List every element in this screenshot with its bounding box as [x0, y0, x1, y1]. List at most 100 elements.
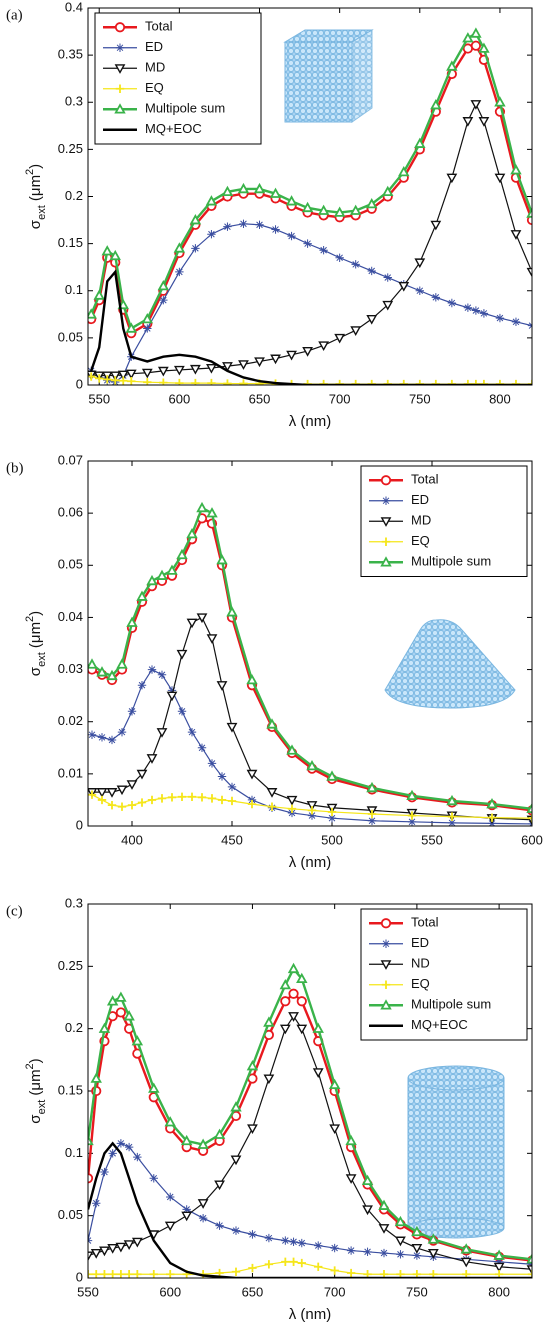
x-tick-label: 450: [221, 832, 243, 847]
marker: [157, 670, 167, 679]
marker: [494, 96, 506, 107]
marker: [114, 22, 126, 33]
legend-label: MQ+EOC: [411, 1017, 468, 1032]
series-line: [90, 223, 532, 383]
marker: [526, 207, 532, 218]
marker: [189, 214, 202, 225]
marker: [166, 564, 178, 575]
marker: [381, 939, 391, 948]
marker: [246, 1060, 259, 1071]
marker: [137, 798, 147, 807]
marker: [147, 665, 157, 674]
marker: [398, 281, 410, 292]
marker: [471, 306, 481, 315]
marker: [286, 795, 298, 806]
marker: [312, 1022, 324, 1033]
marker: [197, 1199, 209, 1209]
legend-label: EQ: [145, 80, 164, 95]
marker: [187, 727, 197, 737]
plot-area: [88, 962, 532, 1278]
marker: [460, 1257, 472, 1268]
y-axis-label-part: 2: [24, 616, 36, 622]
marker: [367, 816, 377, 825]
marker: [175, 378, 184, 385]
marker: [88, 730, 97, 739]
marker: [494, 1257, 504, 1266]
marker: [486, 798, 498, 809]
marker: [314, 1241, 323, 1250]
marker: [380, 475, 392, 486]
legend-box: [94, 12, 262, 145]
legend-label: Total: [411, 472, 439, 487]
y-tick-label: 0.03: [58, 661, 83, 676]
marker: [247, 799, 257, 809]
marker: [302, 347, 313, 357]
marker: [186, 618, 198, 629]
marker: [119, 376, 128, 385]
marker: [346, 1268, 356, 1278]
marker: [270, 354, 281, 365]
y-tick-label: 0.1: [65, 1145, 83, 1160]
marker: [487, 813, 497, 822]
marker: [330, 1243, 339, 1253]
marker: [106, 995, 119, 1006]
marker: [362, 1205, 373, 1216]
marker: [303, 239, 312, 248]
x-tick-label: 650: [242, 1284, 264, 1299]
marker: [115, 1007, 126, 1018]
marker: [187, 792, 197, 801]
legend-label: EQ: [411, 976, 430, 991]
marker: [526, 802, 532, 814]
marker: [107, 800, 117, 810]
marker: [527, 813, 532, 823]
marker: [307, 811, 317, 820]
marker: [317, 204, 330, 215]
marker: [97, 795, 107, 805]
marker: [394, 1215, 407, 1227]
marker: [191, 378, 200, 385]
y-axis-label-part: ): [27, 164, 44, 169]
legend-label: ED: [411, 935, 429, 950]
marker: [301, 201, 314, 213]
marker: [264, 1260, 274, 1269]
marker: [380, 999, 392, 1010]
x-axis-label: λ (nm): [289, 1306, 332, 1323]
marker: [333, 206, 346, 217]
marker: [213, 1128, 226, 1139]
x-tick-label: 500: [321, 832, 343, 847]
marker: [109, 249, 121, 261]
marker: [146, 754, 158, 764]
y-tick-label: 0.25: [58, 141, 83, 156]
marker: [511, 317, 521, 327]
marker: [141, 368, 153, 379]
y-tick-label: 0.05: [58, 557, 83, 572]
marker: [173, 242, 186, 253]
marker: [318, 341, 330, 352]
marker: [98, 1022, 111, 1033]
marker: [246, 769, 258, 780]
marker: [177, 707, 187, 716]
plot-area: [88, 501, 532, 826]
marker: [271, 225, 280, 234]
marker: [177, 792, 187, 801]
marker: [411, 1225, 423, 1237]
marker: [207, 794, 217, 803]
marker: [526, 267, 532, 278]
marker: [279, 1024, 291, 1035]
marker: [215, 1221, 224, 1230]
marker: [345, 1174, 357, 1184]
x-tick-label: 700: [324, 1284, 346, 1299]
marker: [214, 1180, 225, 1191]
marker: [116, 658, 128, 669]
marker: [217, 772, 227, 781]
marker: [346, 1246, 356, 1255]
y-tick-label: 0.2: [65, 1020, 83, 1035]
y-tick-label: 0.05: [58, 329, 83, 344]
marker: [395, 1236, 406, 1247]
marker: [223, 379, 232, 385]
legend-label: MD: [411, 513, 431, 528]
marker: [106, 669, 118, 681]
y-axis-label: σext (μm2): [24, 611, 48, 676]
marker: [446, 173, 458, 184]
